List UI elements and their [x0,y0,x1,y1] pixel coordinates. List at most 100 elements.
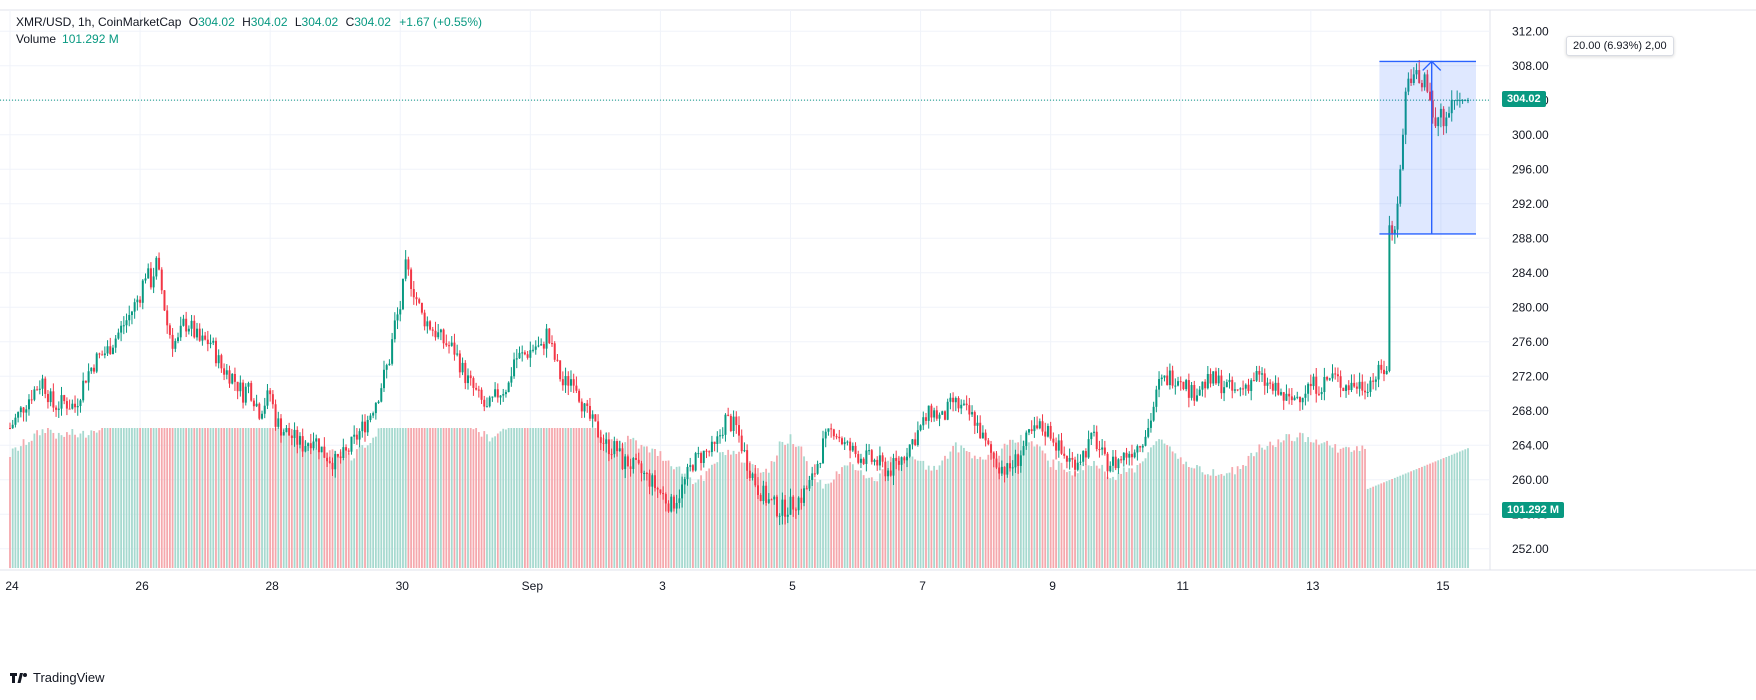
candle-body [1217,375,1220,384]
volume-bar [109,428,112,568]
volume-bar [1331,447,1334,568]
candle-body [1450,100,1453,114]
volume-bar [450,428,453,568]
candle-body [827,428,830,432]
volume-bar [28,442,30,568]
volume-bar [559,428,562,568]
volume-bar [168,428,171,568]
candle-body [274,404,277,427]
volume-bar [635,440,637,568]
candle-body [548,328,551,344]
volume-bar [608,441,610,568]
volume-bar [217,428,220,568]
candle-body [258,403,261,419]
candle-body [1331,373,1334,379]
volume-bar [626,435,629,568]
candle-body [559,360,562,380]
volume-bar [922,460,925,568]
candle-body [708,451,711,453]
volume-bar [461,428,464,568]
volume-bar [369,443,372,568]
candle-body [526,354,529,358]
candle-body [1464,100,1467,102]
candle-body [1266,382,1269,386]
candle-body [545,328,548,349]
volume-bar [526,428,529,568]
volume-bar [9,456,11,568]
volume-bar [1098,468,1101,568]
candle-body [407,259,410,270]
volume-bar [805,461,808,568]
candle-body [865,450,868,464]
volume-label[interactable]: Volume [16,32,57,46]
candle-body [494,389,497,397]
candle-body [1250,380,1253,391]
candle-body [935,410,938,419]
candle-body [569,379,572,386]
candle-body [1160,377,1163,380]
volume-bar [1163,443,1166,568]
symbol-label[interactable]: XMR/USD, 1h, CoinMarketCap [16,15,182,29]
footer-brand[interactable]: TradingView [10,670,105,685]
volume-bar [1328,445,1331,568]
volume-bar [98,430,101,568]
volume-bar [404,428,407,568]
candle-body [759,494,762,501]
candle-body [38,388,41,390]
volume-bar [1019,434,1022,568]
volume-bar [925,469,927,568]
candle-body [870,450,873,462]
candle-body [803,488,806,503]
volume-bar [778,441,781,568]
candle-body [49,391,52,403]
price-axis[interactable]: 312.00308.00304.00300.00296.00292.00288.… [1512,24,1549,556]
volume-bar [887,460,889,568]
candle-body [11,424,14,429]
volume-bar [1250,452,1253,568]
open-value: 304.02 [198,15,235,29]
volume-bar [350,460,353,568]
candle-body [1412,74,1415,83]
volume-bar [290,435,293,568]
volume-bar [664,460,667,568]
volume-bar [494,436,496,568]
candle-body [775,496,778,517]
candle-body [990,444,993,453]
candle-body [117,332,120,339]
volume-bar [196,428,198,568]
volume-bar [1185,461,1188,568]
measure-label[interactable]: 20.00 (6.93%) 2,00 [1566,36,1674,56]
volume-bar [312,441,315,568]
volume-bar [846,465,849,568]
candle-body [1149,420,1152,428]
volume-bar [838,473,841,568]
candle-body [285,428,288,433]
volume-bar [654,448,656,568]
candle-body [1049,425,1052,439]
candle-body [740,435,743,452]
volume-bar [1106,476,1109,568]
candle-body [1239,388,1242,390]
volume-bar [464,428,467,568]
volume-bar [987,454,990,568]
candle-body [838,436,841,439]
candle-body [204,335,207,340]
candle-body [312,441,315,449]
candle-body [1296,396,1299,398]
volume-bar [431,428,434,568]
candle-body [171,334,174,349]
volume-bar [1337,452,1339,568]
x-tick-label: 15 [1436,579,1450,593]
candle-body [1453,100,1456,102]
volume-bar [998,455,1001,568]
volume-bar [1136,464,1139,568]
candle-body [618,448,621,452]
candle-body [1437,117,1440,127]
volume-bar [79,433,82,568]
candle-body [1000,466,1003,474]
volume-bar [1025,441,1028,568]
time-axis[interactable]: 24 26 28 30 Sep 3 5 7 9 11 13 15 [5,579,1450,593]
candle-body [382,369,385,389]
volume-bar [832,479,835,568]
